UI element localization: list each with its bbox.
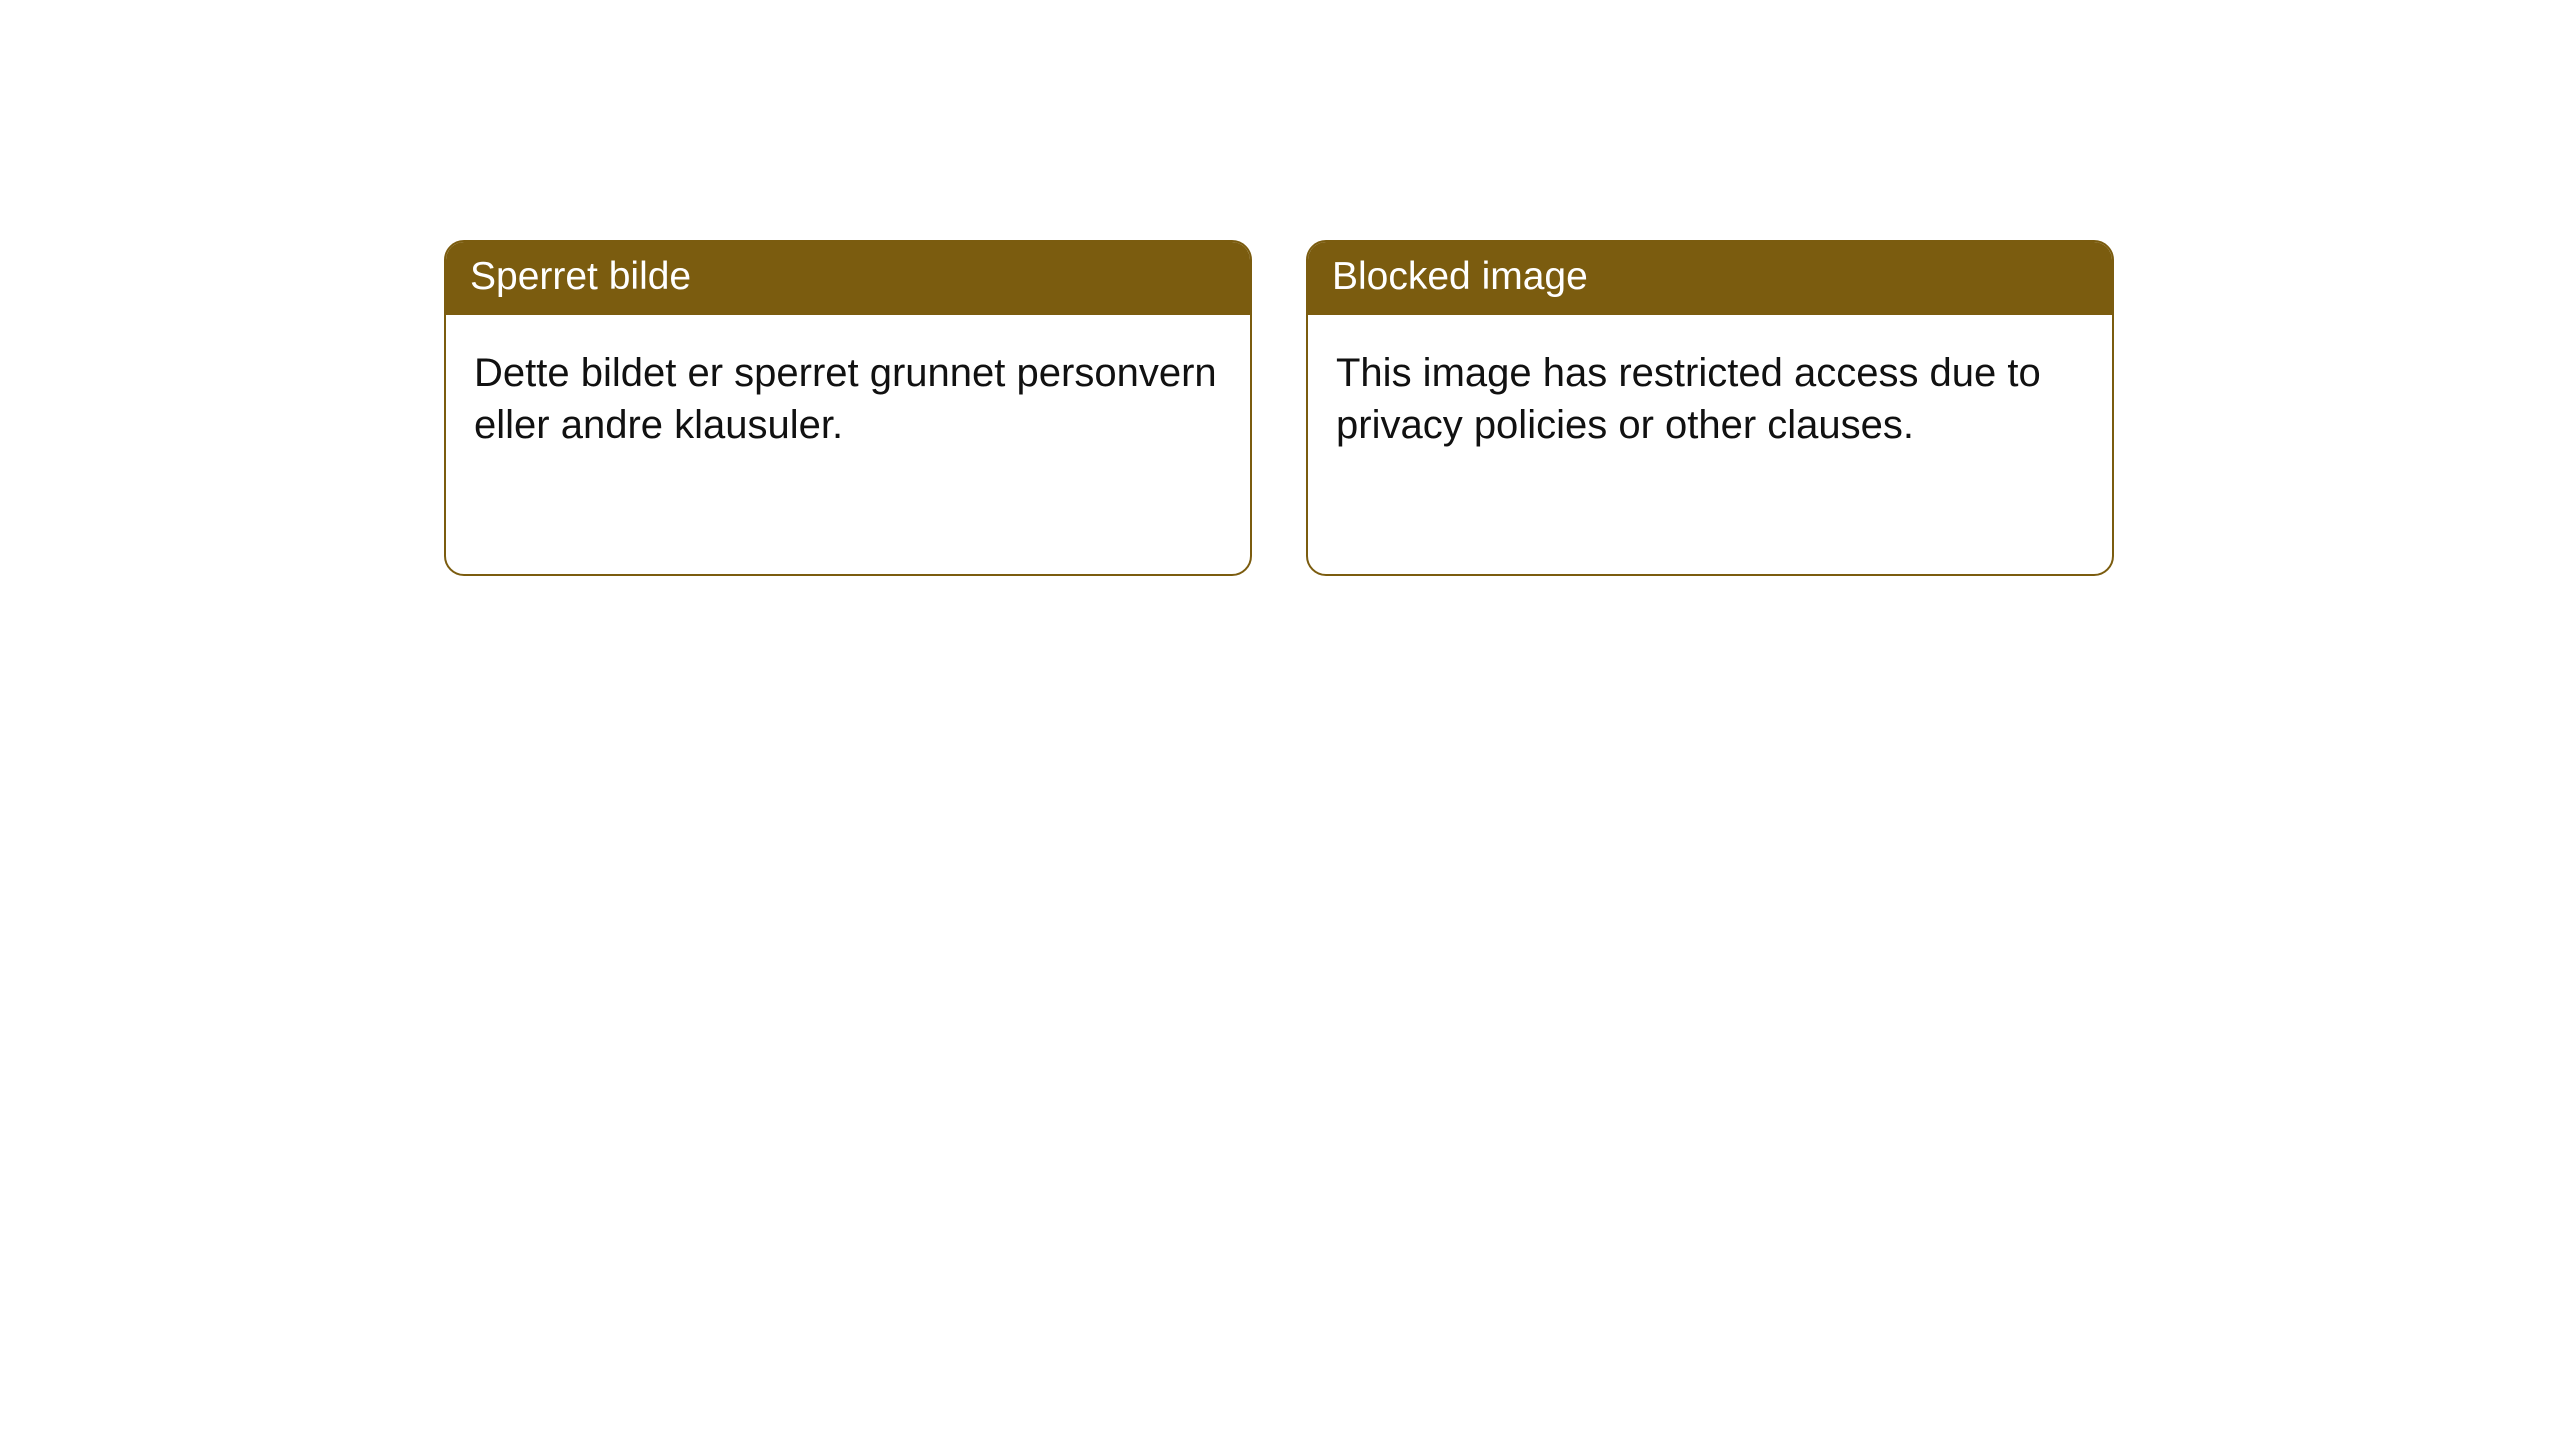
notice-body: This image has restricted access due to … (1308, 315, 2112, 483)
notice-header: Sperret bilde (446, 242, 1250, 315)
notice-card-english: Blocked image This image has restricted … (1306, 240, 2114, 576)
notice-header: Blocked image (1308, 242, 2112, 315)
notice-container: Sperret bilde Dette bildet er sperret gr… (0, 0, 2560, 576)
notice-body: Dette bildet er sperret grunnet personve… (446, 315, 1250, 483)
notice-card-norwegian: Sperret bilde Dette bildet er sperret gr… (444, 240, 1252, 576)
